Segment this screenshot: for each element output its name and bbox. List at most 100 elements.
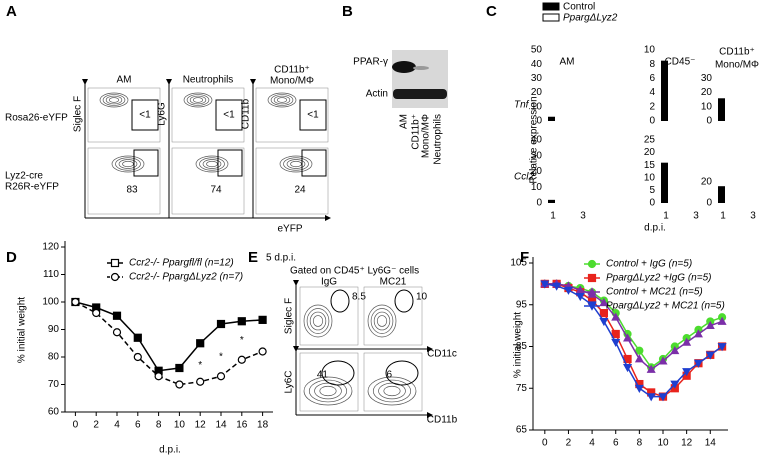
y-tick-label: 110: [43, 269, 59, 280]
data-point: [693, 359, 703, 368]
y-tick-label: 0: [649, 198, 655, 209]
legend-label: PpargΔLyz2 +IgG (n=5): [606, 273, 711, 284]
contour: [118, 159, 138, 169]
data-point: [216, 319, 226, 329]
y-tick-label: 90: [48, 324, 60, 335]
panel-letter: A: [6, 3, 17, 20]
x-tick-label: 8: [156, 420, 162, 431]
x-tick-label: 1: [550, 211, 556, 222]
contour: [267, 92, 297, 108]
x-tick-label: 2: [93, 420, 99, 431]
y-axis-label: CD11b: [241, 98, 252, 129]
bar: [661, 162, 668, 203]
y-tick-label: 4: [649, 87, 655, 98]
data-point: [196, 339, 205, 348]
gate-value: 10: [416, 292, 428, 303]
y-tick-label: 0: [706, 198, 712, 209]
y-tick-label: 60: [48, 407, 60, 418]
panel-letter: F: [520, 249, 529, 266]
y-axis-label: % initial weight: [17, 297, 28, 363]
data-point: [623, 363, 633, 373]
gate: [301, 149, 327, 177]
plot-frame: [171, 147, 245, 215]
gate-value: 8.5: [352, 292, 366, 303]
x-tick-label: 12: [195, 420, 207, 431]
panel-subtitle: 5 d.p.i.: [266, 253, 296, 264]
y-tick-label: 20: [644, 147, 656, 158]
data-point: [71, 297, 80, 307]
series-line: [544, 283, 723, 369]
gate: [215, 99, 243, 131]
x-tick-label: 6: [135, 420, 141, 431]
y-tick-label: 20: [701, 87, 713, 98]
bar: [661, 60, 668, 121]
y-tick-label: 0: [536, 116, 542, 127]
column-title: Neutrophils: [183, 75, 234, 86]
column-title: CD11b⁺: [274, 65, 310, 76]
legend-label: Control + IgG (n=5): [606, 259, 692, 270]
y-tick-label: 30: [531, 73, 543, 84]
data-point: [112, 311, 122, 320]
plot-frame: [255, 87, 329, 143]
blot-band: [393, 89, 447, 99]
y-tick-label: 40: [531, 59, 543, 70]
legend-marker: [587, 273, 597, 283]
series-line: [544, 283, 723, 371]
gate: [394, 289, 414, 313]
data-point: [611, 338, 621, 348]
plot-frame: [255, 147, 329, 215]
contour: [319, 385, 337, 397]
contour: [186, 94, 210, 106]
series-line: [544, 283, 723, 398]
y-tick-label: 20: [531, 166, 543, 177]
x-tick-label: 10: [657, 438, 669, 449]
data-point: [92, 308, 101, 318]
y-tick-label: 40: [531, 135, 543, 146]
contour: [306, 308, 330, 334]
data-point: [112, 328, 122, 337]
legend-marker: [110, 258, 120, 268]
contour: [108, 97, 120, 103]
contour: [279, 155, 313, 173]
legend-label: PpargΔLyz2 + MC21 (n=5): [606, 301, 725, 312]
contour: [303, 376, 353, 406]
panel-letter: E: [248, 249, 258, 266]
data-point: [611, 329, 620, 339]
y-axis-label: % initial weight: [513, 312, 524, 378]
legend-label: Control + MC21 (n=5): [606, 287, 703, 298]
y-tick-label: 10: [644, 172, 656, 183]
gate: [321, 360, 355, 386]
x-tick-label: 12: [681, 438, 693, 449]
y-tick-label: 85: [516, 341, 528, 352]
contour: [195, 155, 229, 173]
column-title: IgG: [321, 277, 337, 288]
data-point: [575, 293, 585, 302]
contour: [372, 379, 412, 403]
y-axis-label: Siglec F: [284, 298, 295, 334]
gate-value: 6: [386, 370, 392, 381]
lane-label: Neutrophils: [433, 114, 444, 165]
panel-letter: D: [6, 249, 17, 266]
y-tick-label: 75: [516, 383, 528, 394]
gating-label: Gated on CD45⁺ Ly6G⁻ cells: [290, 266, 419, 277]
contour: [303, 304, 333, 338]
y-tick-label: 6: [649, 73, 655, 84]
contour: [378, 382, 406, 400]
row-label: Lyz2-cre: [5, 171, 43, 182]
gate-value: 74: [210, 185, 222, 196]
legend-label: Control: [563, 2, 595, 13]
y-tick-label: 105: [510, 258, 527, 269]
y-tick-label: 20: [531, 87, 543, 98]
annotation: *: [219, 352, 223, 363]
legend-label: Ccr2-/- Ppargfl/fl (n=12): [129, 258, 234, 269]
y-tick-label: 10: [701, 101, 713, 112]
panel-letter: B: [342, 3, 353, 20]
contour: [111, 155, 145, 173]
contour: [383, 385, 401, 397]
gate: [217, 149, 243, 177]
contour: [309, 311, 327, 331]
lane-label: Mono/MΦ: [421, 114, 432, 158]
column-title: CD11b⁺: [719, 47, 755, 58]
contour: [199, 157, 225, 171]
y-tick-label: 10: [531, 101, 543, 112]
